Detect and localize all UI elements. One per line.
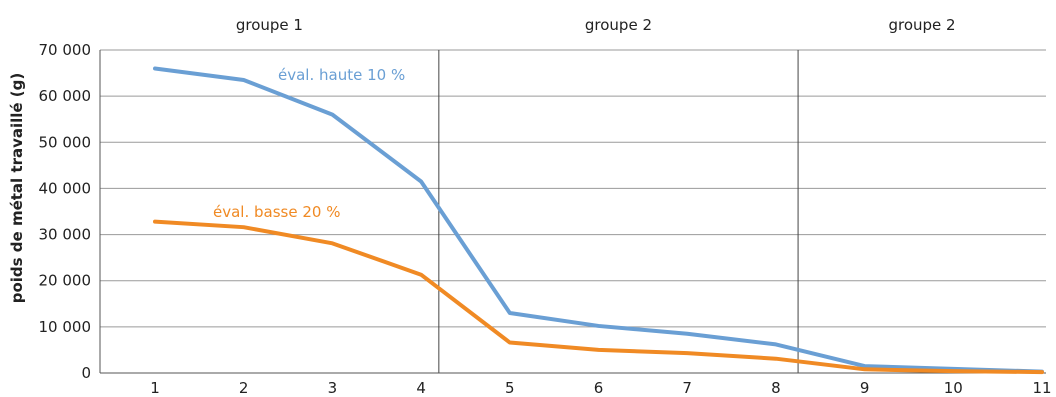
x-tick-label: 3 [328, 379, 338, 397]
y-tick-label: 30 000 [39, 226, 92, 244]
x-tick-label: 2 [239, 379, 249, 397]
x-tick-label: 11 [1032, 379, 1051, 397]
series-lines [153, 66, 1044, 375]
y-tick-label: 70 000 [39, 41, 92, 59]
y-tick-label: 60 000 [39, 87, 92, 105]
x-tick-label: 9 [860, 379, 870, 397]
y-tick-label: 10 000 [39, 318, 92, 336]
series-line [153, 219, 1044, 375]
series-labels: éval. haute 10 % éval. basse 20 % [213, 66, 405, 221]
x-tick-label: 8 [771, 379, 781, 397]
grid-lines [100, 49, 1046, 328]
axes [99, 50, 1046, 374]
y-tick-labels: 0 10 000 20 000 30 000 40 000 50 000 60 000 70 … [39, 41, 92, 382]
x-tick-label: 6 [594, 379, 604, 397]
y-tick-label: 20 000 [39, 272, 92, 290]
y-tick-label: 50 000 [39, 133, 92, 151]
x-tick-label: 4 [416, 379, 426, 397]
y-tick-label: 40 000 [39, 179, 92, 197]
y-tick-label: 0 [81, 364, 91, 382]
x-tick-label: 10 [944, 379, 963, 397]
series-label: éval. basse 20 % [213, 203, 340, 221]
group-label: groupe 2 [888, 16, 955, 34]
series-label: éval. haute 10 % [278, 66, 405, 84]
group-label: groupe 2 [585, 16, 652, 34]
x-tick-label: 7 [682, 379, 692, 397]
group-labels: groupe 1 groupe 2 groupe 2 [236, 16, 956, 34]
x-tick-label: 5 [505, 379, 515, 397]
x-tick-labels: 1 2 3 4 5 6 7 8 9 10 11 [150, 379, 1051, 397]
x-tick-label: 1 [150, 379, 160, 397]
group-label: groupe 1 [236, 16, 303, 34]
group-separators [438, 50, 799, 373]
y-axis-label: poids de métal travaillé (g) [8, 73, 26, 304]
